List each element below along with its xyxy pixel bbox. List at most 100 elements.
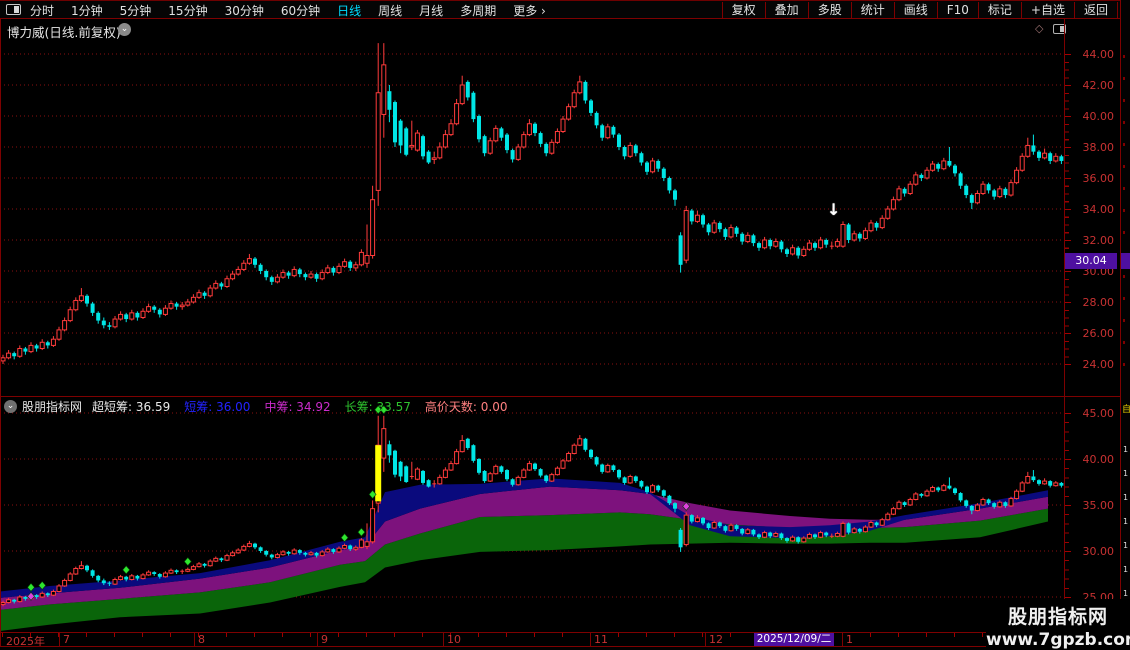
right-strip-number: 1 [1123, 589, 1129, 598]
month-label-1: 1 [846, 633, 853, 646]
indicator-axis-label: 45.00 [1082, 407, 1115, 420]
signal-diamond [682, 501, 691, 511]
period-tab-更多 ›[interactable]: 更多 › [513, 3, 546, 18]
right-edge-strip: 自 11111111 [1121, 0, 1130, 650]
right-strip-number: 1 [1123, 493, 1129, 502]
panel-layout-icon[interactable] [1053, 24, 1066, 34]
cursor-date-label: 2025/12/09/二 [754, 633, 834, 646]
period-tab-1分钟[interactable]: 1分钟 [71, 3, 103, 18]
month-divider [194, 633, 195, 646]
left-border [0, 19, 1, 646]
axis-tick [1065, 551, 1071, 552]
main-axis-label: 36.00 [1082, 172, 1115, 185]
main-axis-label: 24.00 [1082, 358, 1115, 371]
month-label-8: 8 [198, 633, 205, 646]
signal-diamond [27, 582, 35, 592]
axis-tick [1065, 209, 1071, 210]
cursor-price-blip [1121, 253, 1130, 269]
stock-title: 博力威(日线.前复权) [7, 25, 121, 40]
indicator-chart-canvas[interactable] [0, 397, 1072, 633]
period-tab-日线[interactable]: 日线 [337, 3, 362, 18]
right-strip-badge: 自 [1122, 405, 1130, 415]
toolbar-actions: 复权 叠加 多股 统计 画线 F10 标记 +自选 返回 [721, 1, 1118, 19]
month-label-7: 7 [63, 633, 70, 646]
indicator-field-超短筹: 超短筹: 36.59 [92, 399, 171, 414]
action-F10[interactable]: F10 [936, 1, 978, 19]
action-返回[interactable]: 返回 [1073, 1, 1118, 19]
signal-diamond [183, 557, 192, 567]
band [0, 486, 1048, 610]
axis-tick [1065, 302, 1071, 303]
date-axis: 2025年 2025/12/09/二 7 8 9 10 11 12 1 [0, 633, 1120, 648]
indicator-field-长筹: 长筹: 33.57 [344, 399, 411, 414]
title-row: 博力威(日线.前复权) ⌄ ◇ [0, 19, 1130, 40]
bottom-border [0, 646, 1130, 647]
toolbar-divider [0, 18, 1130, 19]
period-tab-15分钟[interactable]: 15分钟 [168, 3, 208, 18]
action-+自选[interactable]: +自选 [1020, 1, 1074, 19]
right-strip-number: 1 [1123, 445, 1129, 454]
month-label-11: 11 [594, 633, 608, 646]
top-toolbar: 分时 1分钟 5分钟 15分钟 30分钟 60分钟 日线 周线 月线 多周期 更多 › 复权 叠加 多股… [0, 0, 1130, 19]
action-复权[interactable]: 复权 [721, 1, 765, 19]
axis-tick [1065, 271, 1071, 272]
period-tab-60分钟[interactable]: 60分钟 [280, 3, 321, 18]
layout-toggle-icon[interactable] [6, 4, 21, 15]
axis-tick [1065, 597, 1071, 598]
diamond-icon[interactable]: ◇ [1035, 22, 1044, 35]
action-画线[interactable]: 画线 [893, 1, 937, 19]
period-tab-分时[interactable]: 分时 [30, 3, 55, 18]
period-tab-月线[interactable]: 月线 [419, 3, 444, 18]
axis-tick [1065, 413, 1071, 414]
period-tabs: 分时 1分钟 5分钟 15分钟 30分钟 60分钟 日线 周线 月线 多周期 更多 › [30, 1, 546, 19]
indicator-values: 超短筹: 36.59 短筹: 36.00 中筹: 34.92 长筹: 33.57 高价天… [92, 398, 521, 415]
cursor-price-label: 30.04 [1065, 253, 1117, 269]
action-叠加[interactable]: 叠加 [764, 1, 808, 19]
period-tab-多周期[interactable]: 多周期 [460, 3, 497, 18]
main-axis-label: 34.00 [1082, 203, 1115, 216]
right-strip-marks [1123, 55, 1125, 385]
band [0, 478, 1048, 598]
indicator-axis-label: 35.00 [1082, 499, 1115, 512]
indicator-bottom-border [0, 632, 1120, 633]
action-标记[interactable]: 标记 [977, 1, 1021, 19]
month-divider [842, 633, 843, 646]
axis-tick [1065, 240, 1071, 241]
year-label: 2025年 [6, 635, 45, 648]
right-strip-number: 1 [1123, 565, 1129, 574]
indicator-collapse-icon[interactable]: ⌄ [4, 399, 17, 413]
axis-tick [1065, 85, 1071, 86]
signal-diamond [122, 565, 131, 575]
title-dropdown-icon[interactable]: ⌄ [118, 23, 131, 36]
signal-diamond [374, 405, 383, 415]
month-label-12: 12 [709, 633, 723, 646]
indicator-header: ⌄ 股朋指标网 超短筹: 36.59 短筹: 36.00 中筹: 34.92 长筹: … [0, 398, 521, 414]
indicator-name[interactable]: 股朋指标网 [22, 399, 83, 414]
right-strip-number: 1 [1123, 517, 1129, 526]
month-divider [590, 633, 591, 646]
signal-diamond [368, 489, 377, 499]
candlestick-layer [0, 43, 1064, 364]
main-axis-label: 32.00 [1082, 234, 1115, 247]
axis-tick [1065, 364, 1071, 365]
indicator-axis-label: 40.00 [1082, 453, 1115, 466]
axis-right-border [1120, 0, 1121, 650]
action-多股[interactable]: 多股 [807, 1, 851, 19]
month-label-9: 9 [321, 633, 328, 646]
period-tab-5分钟[interactable]: 5分钟 [119, 3, 152, 18]
action-统计[interactable]: 统计 [850, 1, 894, 19]
watermark-title: 股朋指标网 [1007, 606, 1108, 628]
main-axis-label: 44.00 [1082, 48, 1115, 61]
period-tab-周线[interactable]: 周线 [378, 3, 403, 18]
main-chart-canvas[interactable] [0, 19, 1072, 397]
panel-divider [0, 396, 1120, 397]
right-strip-number: 1 [1123, 469, 1129, 478]
axis-tick [1065, 178, 1071, 179]
candlestick-layer [0, 415, 1064, 607]
bottom-strip [0, 647, 1130, 650]
period-tab-30分钟[interactable]: 30分钟 [224, 3, 264, 18]
month-divider [317, 633, 318, 646]
main-axis-label: 28.00 [1082, 296, 1115, 309]
main-axis-label: 38.00 [1082, 141, 1115, 154]
indicator-field-高价天数: 高价天数: 0.00 [424, 399, 508, 414]
